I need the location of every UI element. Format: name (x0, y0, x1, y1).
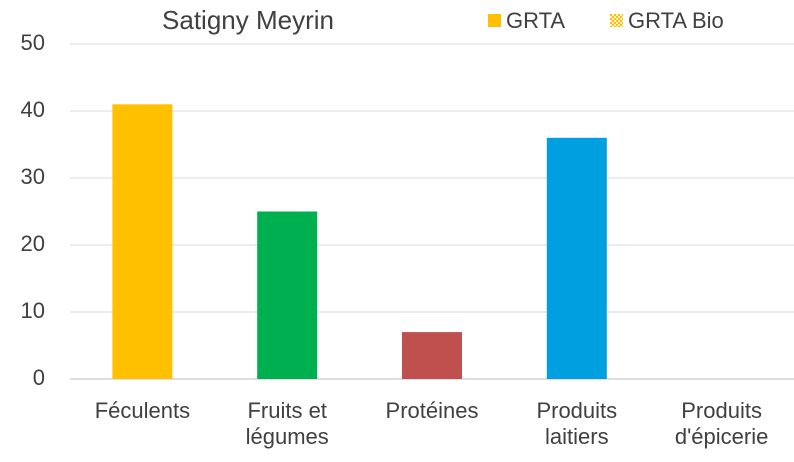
legend-label: GRTA Bio (628, 8, 724, 33)
x-tick-label: Produits d'épicerie (674, 398, 769, 449)
bar (402, 332, 462, 379)
legend-swatch (610, 14, 623, 27)
chart-title: Satigny Meyrin (162, 5, 334, 35)
y-tick-label: 40 (21, 97, 45, 122)
x-tick-label: Fruits et légumes (245, 398, 329, 449)
x-tick-label: Produits laitiers (536, 398, 618, 449)
x-tick-label: Féculents (94, 398, 191, 423)
y-tick-label: 30 (21, 164, 45, 189)
bar (112, 104, 173, 380)
y-tick-label: 20 (21, 231, 45, 256)
legend-swatch (488, 14, 501, 27)
y-tick-label: 0 (33, 365, 45, 390)
y-tick-label: 50 (21, 30, 45, 55)
x-tick-label: Protéines (385, 398, 479, 423)
legend-label: GRTA (506, 8, 565, 33)
y-tick-label: 10 (21, 298, 45, 323)
bar (546, 137, 607, 379)
bar (257, 211, 318, 379)
